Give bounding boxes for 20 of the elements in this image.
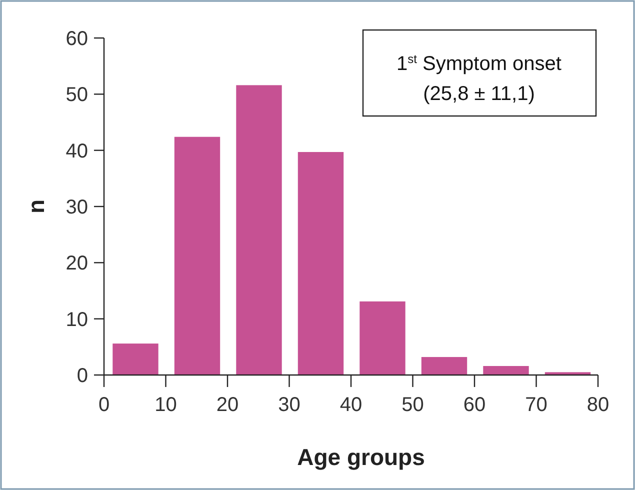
y-tick-label: 50 [66,84,88,106]
x-tick-label: 10 [154,394,177,416]
y-tick-label: 0 [76,365,88,387]
x-tick-label: 50 [402,394,424,416]
y-axis-title: n [23,199,49,214]
y-tick-label: 30 [66,196,88,218]
x-tick-label: 70 [525,394,548,416]
y-tick-label: 40 [66,140,88,162]
x-tick-label: 30 [278,394,300,416]
annotation: 1$^{st}$ Symptom onset [396,52,562,75]
x-axis-title: Age groups [297,444,425,470]
y-tick-label: 10 [66,308,88,331]
y-tick-label: 60 [66,28,88,50]
x-tick-label: 20 [216,394,239,416]
y-tick-label: 20 [66,252,88,275]
x-tick-label: 80 [586,394,610,416]
x-tick-label: 60 [463,394,486,416]
x-tick-label: 0 [98,394,110,416]
x-tick-label: 40 [340,394,362,416]
annotation: (25,8 ± 11,1) [423,83,535,105]
